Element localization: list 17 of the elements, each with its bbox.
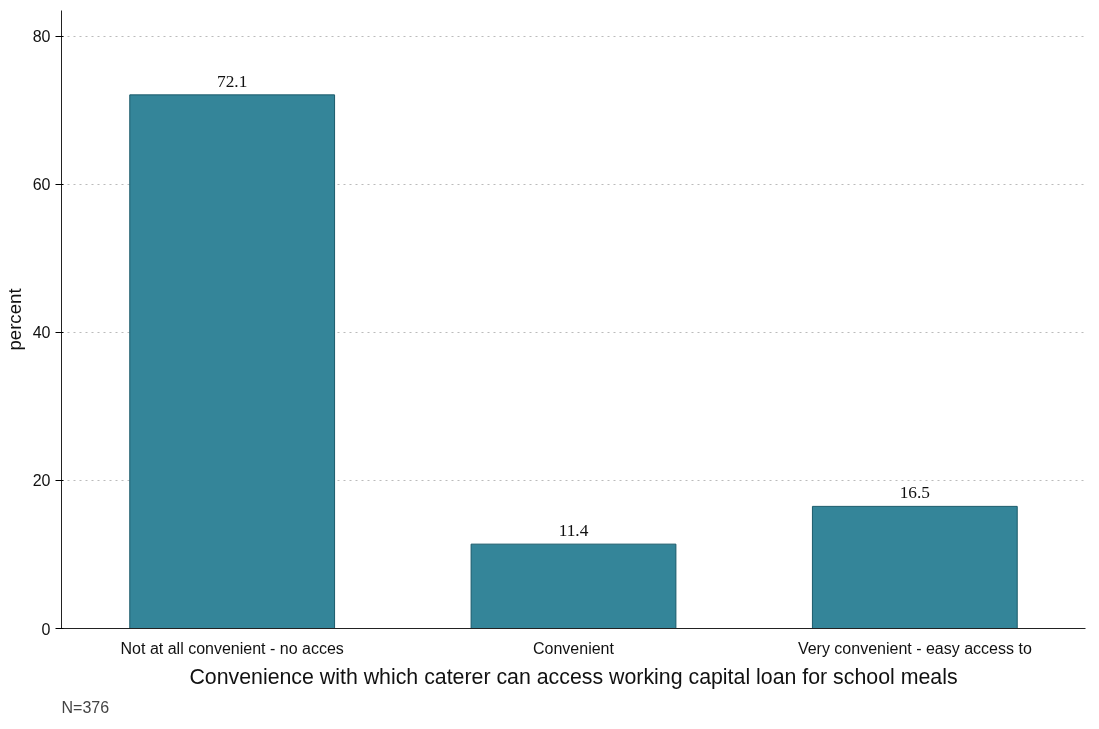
y-tick-label: 40 bbox=[32, 324, 51, 342]
y-axis-title: percent bbox=[3, 287, 25, 351]
bar bbox=[811, 505, 1018, 629]
bar bbox=[470, 543, 677, 629]
data-label: 72.1 bbox=[217, 71, 248, 91]
x-tick-label: Very convenient - easy access to bbox=[797, 639, 1032, 657]
x-tick-label: Not at all convenient - no acces bbox=[120, 639, 344, 657]
y-tick-label: 60 bbox=[32, 176, 51, 194]
bar bbox=[129, 94, 336, 629]
y-tick-label: 0 bbox=[41, 620, 51, 638]
x-tick-label: Convenient bbox=[533, 639, 615, 657]
x-axis-title: Convenience with which caterer can access working capital loan for school meals bbox=[189, 664, 958, 689]
y-tick-label: 20 bbox=[32, 472, 51, 490]
data-label: 16.5 bbox=[899, 483, 930, 503]
data-label: 11.4 bbox=[558, 521, 589, 541]
text: N=376 bbox=[61, 698, 110, 716]
y-tick-label: 80 bbox=[32, 28, 51, 46]
